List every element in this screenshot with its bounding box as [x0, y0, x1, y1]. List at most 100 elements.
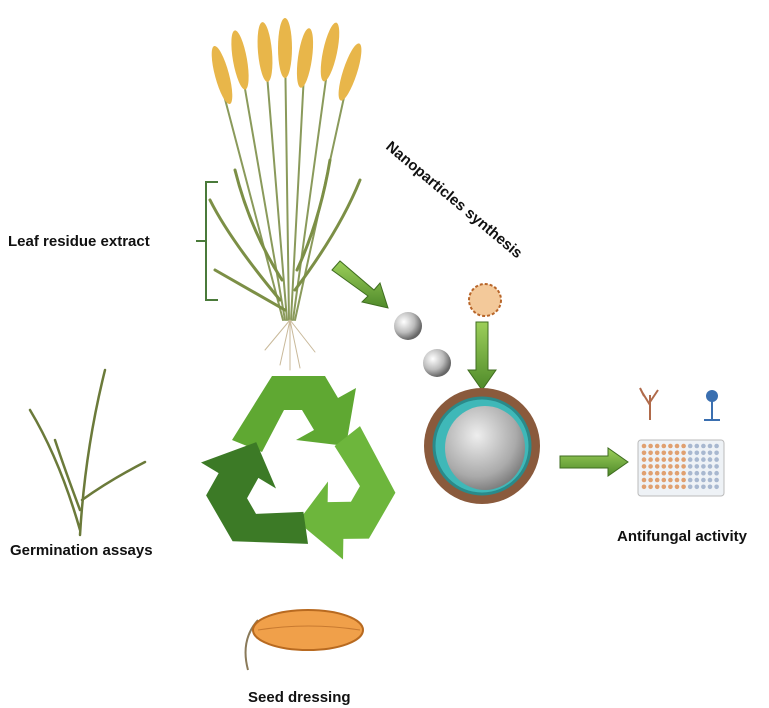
well — [648, 457, 653, 462]
well — [648, 464, 653, 469]
particle — [394, 312, 422, 340]
well — [688, 457, 693, 462]
well — [655, 457, 660, 462]
germination-label: Germination assays — [10, 542, 153, 559]
well — [681, 457, 686, 462]
well — [701, 457, 706, 462]
well — [695, 478, 700, 483]
well — [695, 464, 700, 469]
well — [648, 478, 653, 483]
well — [701, 478, 706, 483]
well — [701, 464, 706, 469]
bracket — [196, 182, 218, 300]
well — [655, 464, 660, 469]
well — [714, 444, 719, 449]
well — [688, 478, 693, 483]
leaf-label: Leaf residue extract — [8, 233, 150, 250]
wheat-plant — [207, 18, 365, 370]
well — [648, 471, 653, 476]
well — [668, 464, 673, 469]
well — [675, 485, 680, 490]
well — [642, 457, 647, 462]
well — [714, 471, 719, 476]
seed — [246, 610, 363, 670]
well — [675, 457, 680, 462]
well — [714, 464, 719, 469]
well — [655, 451, 660, 456]
well — [648, 444, 653, 449]
well — [642, 471, 647, 476]
well — [688, 485, 693, 490]
seed-label: Seed dressing — [248, 689, 351, 706]
well — [662, 444, 667, 449]
well — [701, 471, 706, 476]
seedling — [30, 370, 145, 535]
well — [662, 471, 667, 476]
well — [714, 485, 719, 490]
well — [655, 471, 660, 476]
well — [708, 471, 713, 476]
well — [662, 485, 667, 490]
well — [668, 451, 673, 456]
well — [708, 478, 713, 483]
well — [668, 444, 673, 449]
antifungal-label: Antifungal activity — [617, 528, 748, 545]
well — [642, 478, 647, 483]
well — [662, 478, 667, 483]
well — [655, 478, 660, 483]
well — [701, 451, 706, 456]
fungus — [704, 390, 720, 420]
nano-label: Nanoparticles synthesis — [382, 138, 525, 262]
well — [655, 444, 660, 449]
diagram: Leaf residue extract Nanoparticles synth… — [0, 0, 769, 708]
well — [695, 451, 700, 456]
well — [675, 464, 680, 469]
well — [675, 471, 680, 476]
well — [688, 464, 693, 469]
well — [714, 478, 719, 483]
well — [714, 457, 719, 462]
well — [668, 485, 673, 490]
well — [708, 457, 713, 462]
well — [701, 444, 706, 449]
well — [708, 464, 713, 469]
well — [708, 451, 713, 456]
precursor — [469, 284, 501, 316]
particle — [423, 349, 451, 377]
plate — [638, 440, 724, 496]
well — [681, 471, 686, 476]
well — [688, 451, 693, 456]
well — [675, 451, 680, 456]
well — [695, 485, 700, 490]
well — [688, 471, 693, 476]
well — [675, 478, 680, 483]
well — [642, 444, 647, 449]
fungus — [640, 388, 658, 420]
well — [688, 444, 693, 449]
well — [714, 451, 719, 456]
well — [681, 464, 686, 469]
well — [668, 457, 673, 462]
well — [695, 471, 700, 476]
well — [655, 485, 660, 490]
well — [662, 451, 667, 456]
well — [642, 464, 647, 469]
well — [681, 444, 686, 449]
well — [642, 485, 647, 490]
well — [648, 451, 653, 456]
well — [708, 444, 713, 449]
well — [681, 478, 686, 483]
well — [648, 485, 653, 490]
core-shell — [424, 388, 540, 504]
well — [708, 485, 713, 490]
well — [681, 485, 686, 490]
well — [701, 485, 706, 490]
well — [642, 451, 647, 456]
well — [675, 444, 680, 449]
well — [668, 471, 673, 476]
well — [662, 457, 667, 462]
well — [668, 478, 673, 483]
recycle-symbol — [191, 376, 416, 576]
well — [695, 457, 700, 462]
well — [681, 451, 686, 456]
